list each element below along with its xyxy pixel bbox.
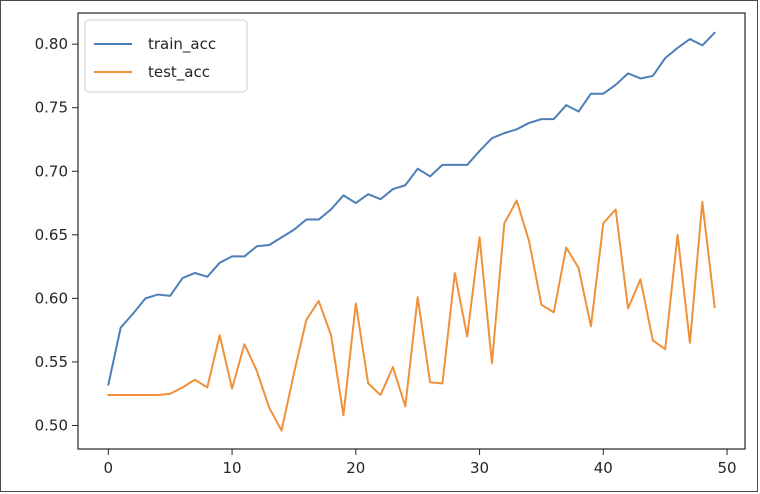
x-tick-label: 0	[104, 459, 114, 477]
y-tick-label: 0.60	[35, 289, 68, 307]
legend-box	[84, 19, 248, 93]
y-tick-label: 0.75	[35, 99, 68, 117]
y-tick-label: 0.55	[35, 353, 68, 371]
y-tick-label: 0.50	[35, 416, 68, 434]
series-line-test-acc	[107, 199, 716, 432]
y-tick-label: 0.65	[35, 226, 68, 244]
x-tick-label: 50	[718, 459, 737, 477]
series-line-train-acc	[107, 31, 716, 386]
x-tick-label: 10	[223, 459, 242, 477]
legend-label-test-acc: test_acc	[148, 63, 210, 82]
legend: train_acc test_acc	[84, 19, 248, 93]
plot-area	[77, 12, 746, 450]
x-axis: 0 10 20 30 40 50	[104, 449, 737, 477]
y-axis: 0.50 0.55 0.60 0.65 0.70 0.75 0.80	[35, 35, 78, 434]
y-tick-label: 0.70	[35, 162, 68, 180]
legend-label-train-acc: train_acc	[148, 35, 216, 54]
x-tick-label: 30	[470, 459, 489, 477]
series-lines	[107, 31, 716, 432]
x-tick-label: 40	[594, 459, 613, 477]
y-tick-label: 0.80	[35, 35, 68, 53]
x-tick-label: 20	[346, 459, 365, 477]
